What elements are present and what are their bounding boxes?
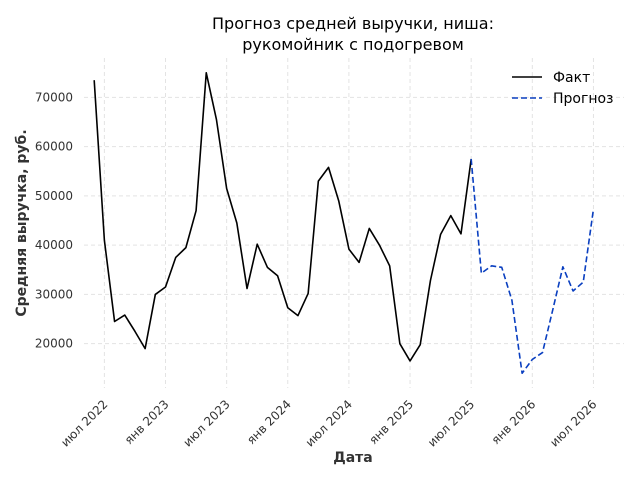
x-tick-label: июл 2025: [425, 397, 477, 449]
series-line-fact: [93, 71, 472, 362]
chart-title-line-2: рукомойник с подогревом: [242, 35, 464, 54]
x-tick-label: янв 2024: [244, 397, 294, 447]
x-axis-label: Дата: [333, 450, 372, 466]
x-axis-ticks: июл 2022 янв 2023 июл 2023 янв 2024 июл 2024…: [58, 397, 599, 449]
x-tick-label: июл 2023: [180, 397, 232, 449]
legend-label-fact: Факт: [553, 70, 590, 86]
y-tick-label: 30000: [35, 287, 73, 301]
y-axis-label: Средняя выручка, руб.: [14, 129, 30, 316]
y-tick-label: 20000: [35, 337, 73, 351]
y-tick-label: 70000: [35, 90, 73, 104]
y-axis-ticks: 20000 30000 40000 50000 60000 70000: [35, 90, 73, 350]
x-tick-label: янв 2023: [122, 397, 172, 447]
grid: [84, 58, 624, 388]
x-tick-label: июл 2022: [58, 397, 110, 449]
y-tick-label: 60000: [35, 140, 73, 154]
x-tick-label: янв 2026: [489, 397, 539, 447]
series-line-forecast: [470, 158, 595, 375]
y-tick-label: 40000: [35, 238, 73, 252]
x-tick-label: июл 2024: [303, 397, 355, 449]
legend-label-forecast: Прогноз: [553, 91, 614, 107]
x-tick-label: июл 2026: [547, 397, 599, 449]
y-tick-label: 50000: [35, 189, 73, 203]
series-lines: [93, 71, 595, 375]
chart-title-line-1: Прогноз средней выручки, ниша:: [212, 14, 494, 33]
legend: Факт Прогноз: [512, 70, 614, 107]
x-tick-label: янв 2025: [366, 397, 416, 447]
